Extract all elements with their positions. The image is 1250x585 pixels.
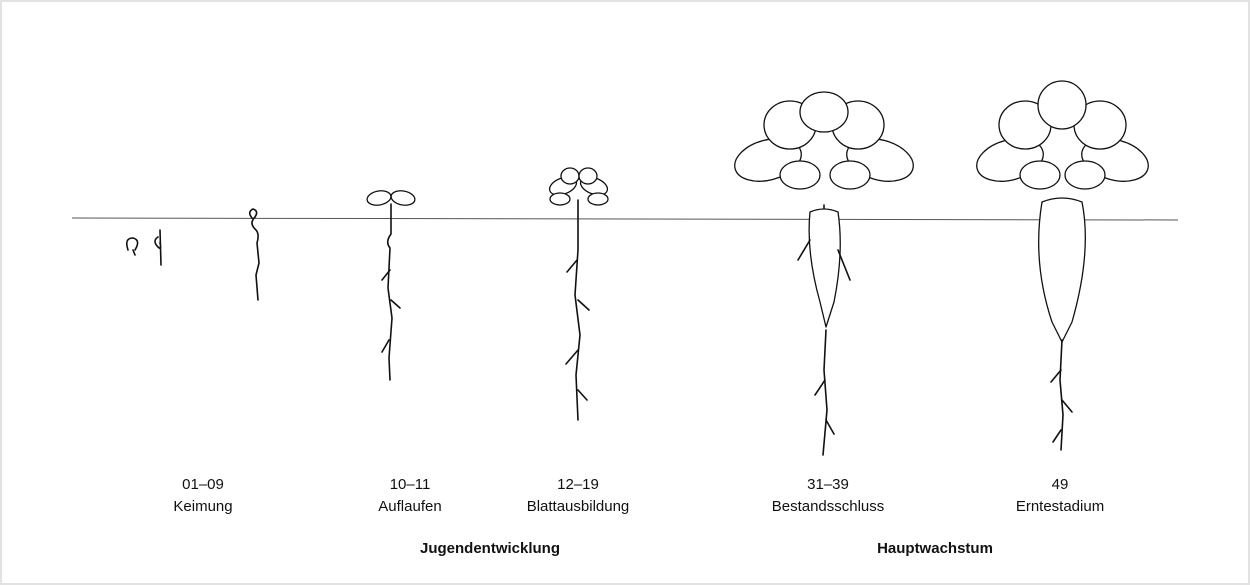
plant-emergence: [366, 189, 416, 380]
stage-code: 01–09: [83, 474, 323, 496]
phase-label: Hauptwachstum: [805, 540, 1065, 557]
stage-code: 49: [940, 474, 1180, 496]
plant-harvest: [972, 81, 1153, 450]
plant-leaf-development: [547, 168, 610, 420]
phase-label: Jugendentwicklung: [360, 540, 620, 557]
plant-germination: [127, 209, 259, 300]
stage-code: 31–39: [708, 474, 948, 496]
ground-line: [72, 218, 1178, 220]
stage-name: Blattausbildung: [458, 496, 698, 518]
stage-name: Erntestadium: [940, 496, 1180, 518]
stage-code: 12–19: [458, 474, 698, 496]
page: {"stages": [ {"code": "01–09", "name": "…: [0, 0, 1250, 585]
stage-name: Bestandsschluss: [708, 496, 948, 518]
plant-canopy-closure: [730, 92, 918, 455]
stage-name: Keimung: [83, 496, 323, 518]
